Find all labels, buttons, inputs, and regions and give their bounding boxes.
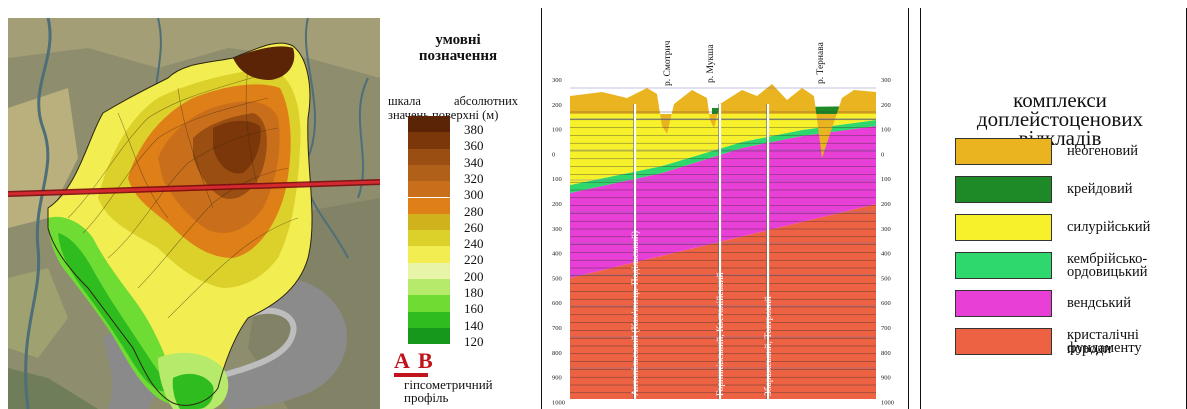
depth-tick-right: 200	[881, 102, 891, 109]
river-label-1: р. Смотрич	[663, 40, 673, 86]
complex-swatch-2	[955, 176, 1052, 203]
complex-swatch-4	[955, 252, 1052, 279]
scale-swatch-120	[408, 327, 450, 345]
profile-line-symbol	[394, 373, 428, 377]
complex-swatch-5	[955, 290, 1052, 317]
complex-title-line1: комплекси	[1013, 88, 1107, 112]
depth-tick-left: 400	[552, 251, 562, 258]
complex-label-3: силурійський	[1067, 219, 1151, 235]
legend-title-line1: умовні	[435, 32, 481, 48]
profile-start-letter: A	[394, 348, 410, 373]
depth-tick-right: 200	[881, 201, 891, 208]
depth-tick-right: 0	[881, 151, 884, 158]
river-label-2: р. Мукша	[706, 44, 716, 83]
profile-caption-line1: гіпсометричний	[404, 377, 493, 392]
scale-label-300: 300	[464, 187, 484, 203]
depth-tick-right: 700	[881, 325, 891, 332]
scale-swatch-320	[408, 164, 450, 182]
depth-tick-left: 600	[552, 300, 562, 307]
scale-swatch-220	[408, 246, 450, 263]
layer-crystalline	[570, 204, 876, 399]
scale-label-220: 220	[464, 252, 484, 268]
depth-tick-left: 1000	[552, 399, 565, 406]
borehole-label-2: Горниківський, Костолійський	[715, 272, 726, 396]
scale-swatch-200	[408, 262, 450, 279]
depth-tick-right: 1000	[881, 399, 894, 406]
scale-caption-word1: шкала	[388, 94, 421, 108]
complex-label-2: крейдовий	[1067, 181, 1133, 197]
depth-tick-left: 900	[552, 375, 562, 382]
complex-label-4: кембрійсько-	[1067, 251, 1148, 267]
scale-caption-word2: абсолютних	[454, 94, 519, 108]
complex-swatch-6	[955, 328, 1052, 355]
layer-vendian	[570, 126, 876, 278]
borehole-label-3: Збаражський, Товтровий	[763, 296, 774, 396]
scale-label-120: 120	[464, 333, 484, 349]
depth-tick-left: 300	[552, 226, 562, 233]
scale-label-140: 140	[464, 317, 484, 333]
scale-swatch-280	[408, 197, 450, 214]
borehole-label-1: Антопільський (Кам'янець-Подільський)	[630, 231, 641, 396]
legend-title-line2: позначення	[418, 48, 498, 64]
depth-tick-left: 700	[552, 325, 562, 332]
depth-tick-right: 900	[881, 375, 891, 382]
layer-silurian	[570, 114, 876, 185]
profile-end-letter: B	[418, 348, 433, 373]
complex-label-6-line2: фундаменту	[1067, 340, 1142, 356]
scale-swatch-260	[408, 213, 450, 231]
complex-label-5: вендський	[1067, 295, 1131, 311]
depth-tick-left: 800	[552, 350, 562, 357]
scale-label-160: 160	[464, 301, 484, 317]
depth-tick-left: 200	[552, 201, 562, 208]
depth-tick-right: 400	[881, 251, 891, 258]
layer-neogene	[570, 84, 876, 158]
depth-tick-right: 800	[881, 350, 891, 357]
depth-tick-right: 300	[881, 226, 891, 233]
depth-tick-right: 600	[881, 300, 891, 307]
map-legend: умовні позначення шкала абсолютних значе…	[388, 18, 528, 409]
river-label-3: р. Тернава	[816, 41, 826, 84]
depth-tick-left: 100	[552, 127, 562, 134]
complex-legend: комплекси доплейстоценових відкладів нео…	[920, 8, 1187, 409]
complex-swatch-3	[955, 214, 1052, 241]
depth-tick-right: 100	[881, 176, 891, 183]
complex-title-line2: доплейстоценових	[976, 107, 1144, 131]
complex-label-4-line2: ордовицький	[1067, 264, 1148, 280]
hypsometric-map	[8, 18, 380, 409]
depth-tick-left: 0	[552, 151, 555, 158]
scale-label-240: 240	[464, 236, 484, 252]
geological-cross-section: 300 300 200 200 100 100 0 0 100 100 200 200 300 300 40…	[541, 8, 909, 409]
scale-swatch-140	[408, 311, 450, 328]
depth-tick-right: 300	[881, 77, 891, 84]
scale-swatch-340	[408, 148, 450, 165]
scale-label-280: 280	[464, 203, 484, 219]
depth-tick-left: 500	[552, 275, 562, 282]
scale-swatch-160	[408, 295, 450, 312]
scale-swatch-300	[408, 181, 450, 198]
depth-tick-left: 300	[552, 77, 562, 84]
scale-swatch-360	[408, 132, 450, 149]
scale-swatch-240	[408, 230, 450, 247]
depth-tick-left: 100	[552, 176, 562, 183]
profile-caption-line2: профіль	[404, 390, 449, 405]
scale-label-260: 260	[464, 219, 484, 235]
scale-swatch-380	[408, 116, 450, 133]
scale-label-360: 360	[464, 138, 484, 154]
complex-label-6: кристалічні породи	[1067, 327, 1139, 357]
complex-label-1: неогеновий	[1067, 143, 1139, 159]
scale-label-380: 380	[464, 122, 484, 137]
scale-label-320: 320	[464, 170, 484, 186]
depth-tick-right: 100	[881, 127, 891, 134]
scale-swatch-180	[408, 279, 450, 296]
scale-label-200: 200	[464, 268, 484, 284]
complex-swatch-1	[955, 138, 1052, 165]
scale-label-340: 340	[464, 154, 484, 170]
layer-cambro-ordovician	[570, 120, 876, 193]
depth-tick-right: 500	[881, 275, 891, 282]
scale-label-180: 180	[464, 285, 484, 300]
depth-tick-left: 200	[552, 102, 562, 109]
